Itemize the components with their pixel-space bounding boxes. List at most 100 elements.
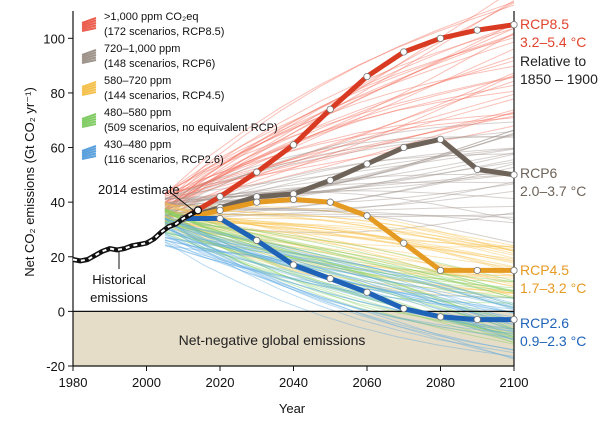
scenario-line xyxy=(164,166,515,222)
scenario-line xyxy=(164,218,515,310)
scenario-line xyxy=(164,225,515,291)
legend-swatch-stroke xyxy=(81,113,97,120)
legend-sublabel: (148 scenarios, RCP6) xyxy=(104,58,215,70)
data-point xyxy=(436,34,445,42)
legend-swatch-stroke xyxy=(81,155,97,160)
x-tick-label: 2020 xyxy=(206,375,235,390)
scenario-line xyxy=(164,234,515,333)
y-tick-label: 0 xyxy=(58,304,65,319)
data-point xyxy=(510,21,518,29)
scenario-line xyxy=(164,240,515,308)
scenario-line xyxy=(164,210,515,282)
legend-swatch-stroke xyxy=(81,17,97,24)
y-tick-label: 20 xyxy=(51,250,65,265)
negative-region-fill xyxy=(73,311,514,366)
legend-item-2: 580–720 ppm (144 scenarios, RCP4.5) xyxy=(81,75,224,102)
legend-swatch-stroke xyxy=(81,56,97,62)
data-point xyxy=(510,171,518,179)
data-point xyxy=(473,26,481,34)
data-point xyxy=(253,168,261,176)
legend-swatch-stroke xyxy=(81,49,97,56)
scenario-line xyxy=(164,217,515,282)
scenario-line xyxy=(164,117,515,196)
scenario-line xyxy=(164,245,515,299)
rcp26-range: 0.9–2.3 °C xyxy=(520,333,586,349)
series-rcp26 xyxy=(179,214,518,324)
scenario-line xyxy=(164,237,515,308)
legend-swatch-stroke xyxy=(81,54,97,60)
rcp85-name: RCP8.5 xyxy=(520,16,569,32)
scenario-line xyxy=(164,245,515,309)
data-point xyxy=(289,141,298,149)
scenario-line xyxy=(164,216,515,294)
legend-item-0: >1,000 ppm CO₂eq (172 scenarios, RCP8.5) xyxy=(81,11,224,38)
scenario-line xyxy=(164,213,515,318)
scenario-line xyxy=(164,216,515,276)
scenario-line xyxy=(164,214,515,335)
scenario-line xyxy=(164,238,515,360)
data-point xyxy=(326,275,334,283)
scenario-line xyxy=(164,222,515,248)
legend-item-4: 430–480 ppm (116 scenarios, RCP2.6) xyxy=(81,139,224,166)
scenario-line xyxy=(164,72,515,206)
net-negative-label: Net-negative global emissions xyxy=(179,332,366,348)
scenario-line xyxy=(164,229,515,343)
legend-label: 720–1,000 ppm xyxy=(104,43,180,55)
scenario-line xyxy=(164,218,515,330)
legend-swatch-stroke xyxy=(81,22,97,28)
legend-label: 580–720 ppm xyxy=(104,75,171,87)
scenario-line xyxy=(164,212,515,234)
scenario-line xyxy=(164,80,515,212)
scenario-line xyxy=(164,241,515,341)
data-point xyxy=(436,135,445,143)
scenario-line xyxy=(164,212,515,323)
scenario-line xyxy=(164,237,515,306)
legend-label: >1,000 ppm CO₂eq xyxy=(104,11,198,23)
rcp45-name: RCP4.5 xyxy=(520,262,569,278)
rcp85-range: 3.2–5.4 °C xyxy=(520,34,586,50)
historical-label-line1: Historical xyxy=(92,272,146,287)
scenario-line xyxy=(164,201,515,295)
y-tick-label: 60 xyxy=(51,141,65,156)
scenario-line xyxy=(164,218,515,332)
scenario-line xyxy=(164,211,515,259)
scenario-line xyxy=(164,233,515,340)
scenario-line xyxy=(164,223,515,293)
scenario-line xyxy=(164,224,515,335)
series-lines xyxy=(72,21,518,324)
scenario-line xyxy=(164,90,515,208)
scenario-line xyxy=(164,217,515,292)
data-point xyxy=(473,315,481,324)
legend-swatch-stroke xyxy=(81,51,97,58)
scenario-line xyxy=(164,209,515,289)
x-tick-label: 1980 xyxy=(59,375,88,390)
legend-item-1: 720–1,000 ppm (148 scenarios, RCP6) xyxy=(81,43,215,70)
legend-swatch-stroke xyxy=(81,150,97,156)
legend-swatch-stroke xyxy=(81,24,97,30)
scenario-line xyxy=(164,27,515,214)
scenario-line xyxy=(164,113,515,203)
x-tick-label: 2000 xyxy=(132,375,161,390)
scenario-line xyxy=(164,241,515,357)
scenario-line xyxy=(164,32,515,200)
scenario-line xyxy=(164,217,515,276)
scenario-line xyxy=(164,24,515,210)
legend-swatch-stroke xyxy=(81,120,97,126)
scenario-line xyxy=(164,225,515,325)
data-point xyxy=(253,236,261,244)
scenario-line xyxy=(164,210,515,293)
y-tick-label: 100 xyxy=(43,31,65,46)
data-point xyxy=(363,212,371,220)
y-tick-label: 40 xyxy=(51,195,65,210)
legend-swatch-stroke xyxy=(81,86,97,92)
scenario-line xyxy=(164,183,515,204)
legend-swatch-stroke xyxy=(81,83,97,90)
legend-swatch-stroke xyxy=(81,27,97,32)
scenario-line xyxy=(164,231,515,304)
scenario-line xyxy=(164,230,515,323)
legend-swatch-stroke xyxy=(81,59,97,64)
scenario-line xyxy=(164,76,515,210)
data-point xyxy=(400,305,408,313)
x-tick-label: 2040 xyxy=(279,375,308,390)
scenario-line xyxy=(164,218,515,322)
